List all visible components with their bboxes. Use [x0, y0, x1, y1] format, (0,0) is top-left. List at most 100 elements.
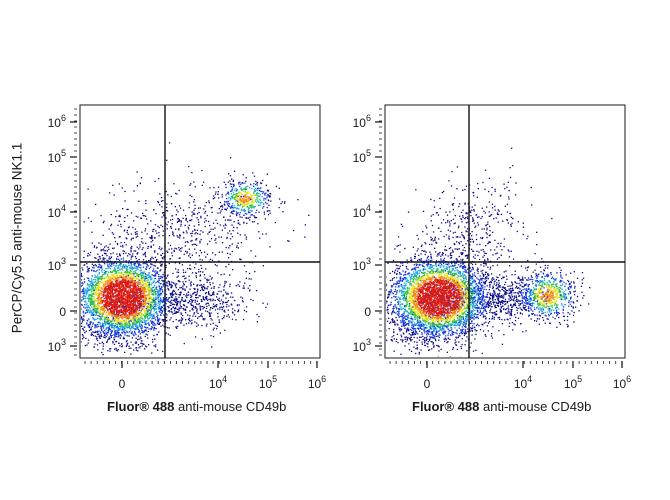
- event-dot: [95, 280, 97, 282]
- event-dot: [92, 295, 94, 298]
- event-dot: [129, 307, 131, 309]
- event-dot: [144, 286, 146, 288]
- event-dot: [107, 321, 109, 323]
- event-dot: [104, 333, 106, 335]
- event-dot: [231, 304, 233, 306]
- event-dot: [162, 252, 164, 255]
- event-dot: [119, 314, 122, 317]
- event-dot: [243, 188, 245, 190]
- event-dot: [207, 292, 210, 294]
- event-dot: [137, 318, 139, 321]
- event-dot: [138, 274, 140, 276]
- event-dot: [139, 302, 142, 304]
- event-dot: [261, 196, 263, 198]
- event-dot: [83, 315, 85, 318]
- event-dot: [237, 219, 239, 222]
- event-dot: [229, 274, 231, 276]
- event-dot: [248, 203, 250, 205]
- event-dot: [130, 276, 132, 278]
- event-dot: [86, 283, 89, 285]
- event-dot: [96, 305, 99, 307]
- event-dot: [167, 221, 169, 223]
- event-dot: [81, 282, 83, 284]
- event-dot: [230, 157, 232, 159]
- event-dot: [122, 267, 124, 269]
- event-dot: [159, 299, 162, 301]
- event-dot: [225, 209, 228, 211]
- event-dot: [95, 299, 97, 301]
- event-dot: [220, 299, 223, 301]
- event-dot: [148, 344, 150, 346]
- event-dot: [95, 270, 97, 273]
- event-dot: [154, 292, 156, 294]
- event-dot: [212, 305, 215, 308]
- event-dot: [140, 321, 142, 323]
- event-dot: [106, 262, 108, 264]
- event-dot: [143, 283, 145, 285]
- event-dot: [189, 310, 191, 312]
- event-dot: [101, 315, 103, 317]
- event-dot: [145, 274, 147, 276]
- event-dot: [108, 285, 110, 288]
- event-dot: [111, 325, 114, 327]
- event-dot: [209, 258, 212, 260]
- event-dot: [101, 300, 103, 302]
- event-dot: [144, 348, 146, 350]
- event-dot: [113, 337, 115, 339]
- event-dot: [265, 306, 267, 309]
- event-dot: [115, 283, 117, 285]
- event-dot: [112, 304, 114, 306]
- event-dot: [113, 318, 115, 320]
- event-dot: [102, 327, 105, 329]
- event-dot: [97, 330, 99, 332]
- event-dot: [131, 313, 133, 315]
- event-dot: [100, 243, 102, 245]
- event-dot: [110, 334, 112, 337]
- event-dot: [97, 307, 99, 310]
- event-dot: [256, 184, 258, 186]
- event-dot: [191, 232, 193, 234]
- event-dot: [113, 315, 116, 317]
- event-dot: [91, 231, 93, 233]
- event-dot: [115, 306, 117, 308]
- event-dot: [175, 298, 177, 300]
- event-dot: [97, 315, 99, 317]
- event-dot: [121, 343, 123, 345]
- event-dot: [137, 292, 139, 295]
- event-dot: [128, 345, 130, 347]
- event-dot: [105, 288, 107, 291]
- event-dot: [218, 251, 220, 253]
- event-dot: [133, 317, 135, 319]
- event-dot: [165, 209, 168, 212]
- event-dot: [103, 270, 105, 272]
- event-dot: [227, 314, 229, 316]
- event-dot: [186, 293, 188, 295]
- event-dot: [139, 304, 141, 306]
- event-dot: [141, 345, 143, 347]
- event-dot: [132, 319, 134, 322]
- event-dot: [191, 272, 194, 274]
- event-dot: [119, 328, 121, 330]
- event-dot: [158, 323, 160, 325]
- event-dot: [210, 298, 212, 300]
- event-dot: [168, 262, 170, 265]
- event-dot: [186, 286, 188, 288]
- event-dot: [148, 304, 150, 306]
- event-dot: [89, 321, 91, 323]
- event-dot: [138, 248, 140, 250]
- event-dot: [115, 314, 117, 316]
- event-dot: [194, 291, 196, 294]
- event-dot: [190, 232, 192, 235]
- event-dot: [221, 208, 223, 210]
- event-dot: [231, 204, 233, 206]
- event-dot: [153, 289, 155, 291]
- event-dot: [151, 315, 153, 317]
- event-dot: [151, 289, 153, 291]
- event-dot: [99, 318, 101, 320]
- event-dot: [244, 194, 247, 196]
- event-dot: [125, 321, 128, 323]
- event-dot: [99, 337, 102, 339]
- event-dot: [123, 336, 125, 338]
- event-dot: [158, 273, 160, 276]
- event-dot: [111, 310, 113, 312]
